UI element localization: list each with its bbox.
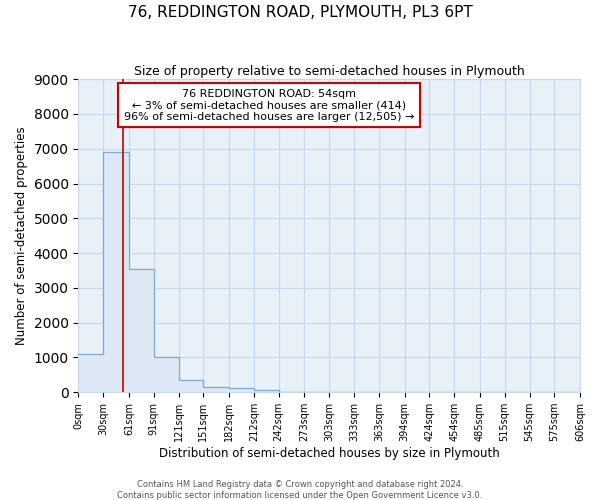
Text: Contains HM Land Registry data © Crown copyright and database right 2024.
Contai: Contains HM Land Registry data © Crown c…	[118, 480, 482, 500]
Title: Size of property relative to semi-detached houses in Plymouth: Size of property relative to semi-detach…	[134, 65, 524, 78]
Y-axis label: Number of semi-detached properties: Number of semi-detached properties	[15, 126, 28, 345]
X-axis label: Distribution of semi-detached houses by size in Plymouth: Distribution of semi-detached houses by …	[159, 447, 500, 460]
Text: 76 REDDINGTON ROAD: 54sqm
← 3% of semi-detached houses are smaller (414)
96% of : 76 REDDINGTON ROAD: 54sqm ← 3% of semi-d…	[124, 88, 414, 122]
Text: 76, REDDINGTON ROAD, PLYMOUTH, PL3 6PT: 76, REDDINGTON ROAD, PLYMOUTH, PL3 6PT	[128, 5, 472, 20]
